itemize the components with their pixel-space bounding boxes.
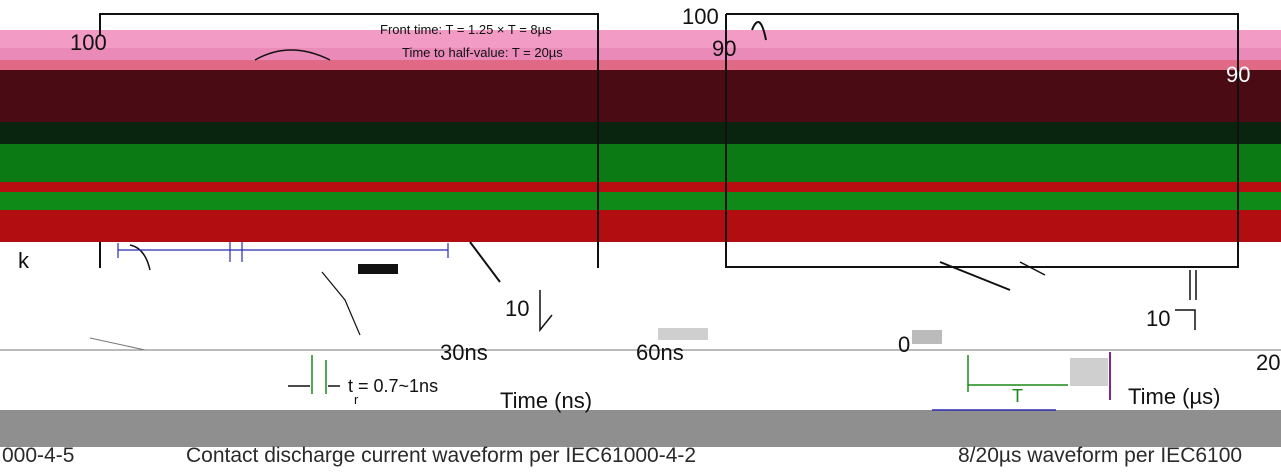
green-band-lower <box>0 192 1281 212</box>
black-marker <box>358 264 398 274</box>
esd-curve-hump <box>254 49 331 61</box>
esd-curve-descent <box>469 241 501 283</box>
right-10-bracket <box>1175 309 1196 330</box>
grey-patch-right <box>1070 358 1108 386</box>
middle-y-10-label: 10 <box>505 296 530 321</box>
esd-curve-rise <box>129 244 151 271</box>
left-baseline <box>89 337 146 351</box>
red-band-lower <box>0 210 1281 242</box>
right-x-axis-label: Time (µs) <box>1128 384 1221 409</box>
tick-60ns: 60ns <box>636 340 684 365</box>
right-y-0-label: 0 <box>898 332 911 357</box>
red-band-upper <box>0 182 1281 192</box>
surge-curve-tail <box>939 261 1011 291</box>
salmon-band <box>0 60 1281 70</box>
left-x-axis-label: Time (ns) <box>500 388 593 413</box>
esd-curve-slope <box>321 271 361 336</box>
grey-patch-middle <box>658 328 708 340</box>
front-time-label: Front time: T = 1.25 × T = 8µs <box>380 22 552 37</box>
right-t-label: T <box>1012 386 1023 406</box>
tick-30ns: 30ns <box>440 340 488 365</box>
green-band <box>0 144 1281 182</box>
maroon-band <box>0 70 1281 122</box>
grey-band <box>0 410 1281 447</box>
left-y-max-label: 100 <box>70 30 107 55</box>
right-y-90-label: 90 <box>1226 62 1251 87</box>
dark-green-band <box>0 122 1281 144</box>
middle-y-90-label: 90 <box>712 36 737 61</box>
right-x-end-label: 20 <box>1256 350 1281 375</box>
right-caption: 8/20µs waveform per IEC6100 <box>958 444 1243 467</box>
middle-caption: Contact discharge current waveform per I… <box>186 444 697 467</box>
half-value-label: Time to half-value: T = 20µs <box>402 45 563 60</box>
rise-time-subscript: r <box>354 392 359 407</box>
pink-band-lower <box>0 48 1281 62</box>
left-axis-tick-label: k <box>18 248 29 273</box>
middle-y-max-label: 100 <box>682 4 719 29</box>
middle-10-marker <box>539 290 553 333</box>
right-panel-frame <box>726 13 1239 268</box>
right-y-10-label: 10 <box>1146 306 1171 331</box>
rise-time-label: t = 0.7~1ns <box>348 376 439 396</box>
surge-curve-tail-2 <box>1019 261 1046 276</box>
grey-patch-origin <box>912 330 942 344</box>
surge-curve-upper <box>751 21 767 41</box>
left-caption: 000-4-5 <box>2 444 75 467</box>
